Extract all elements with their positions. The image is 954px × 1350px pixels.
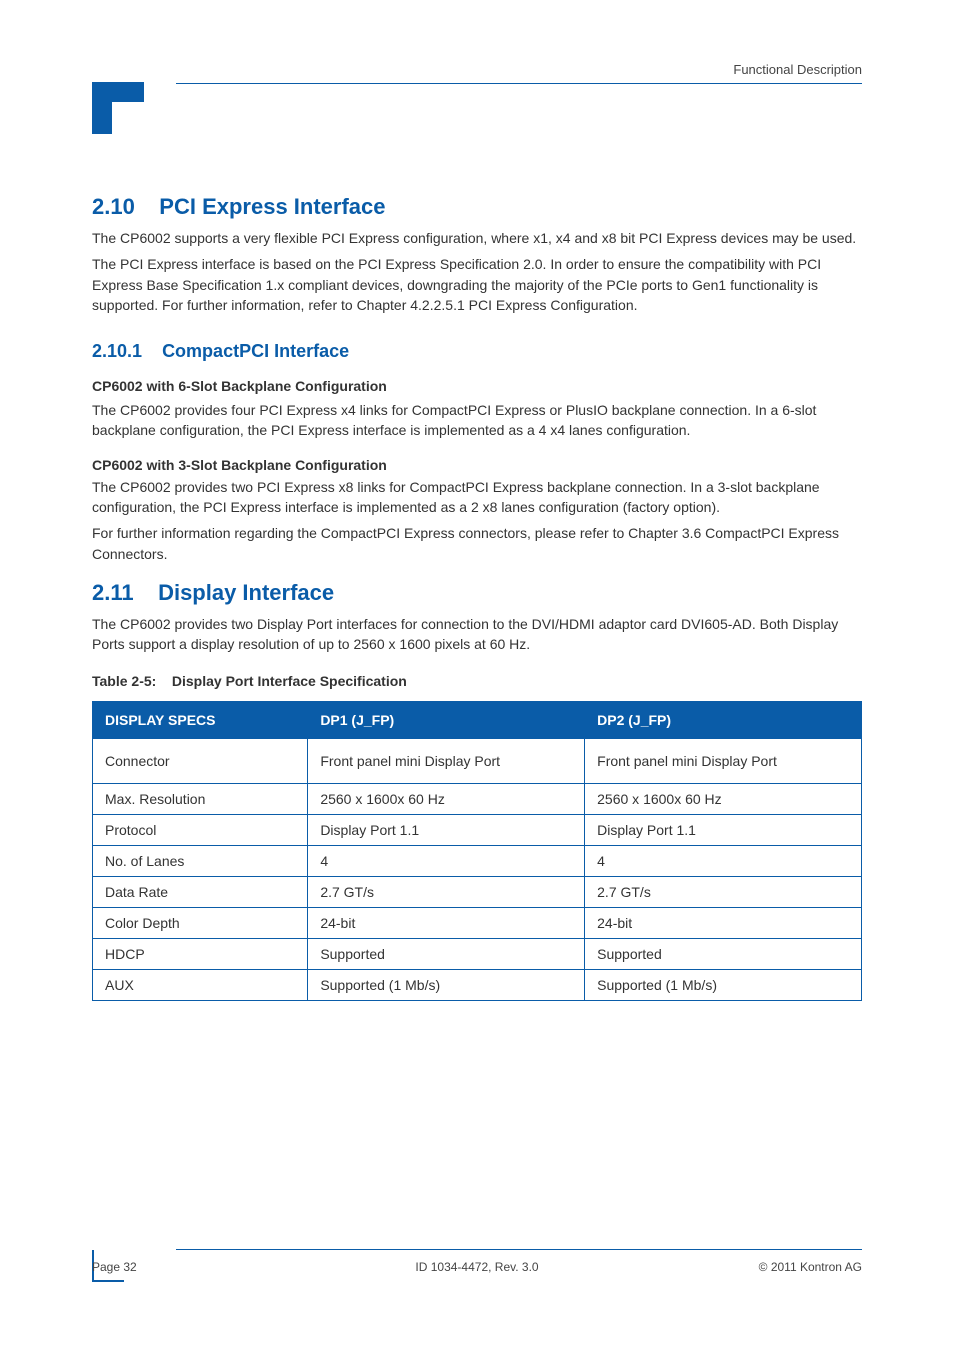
body-text: The CP6002 provides four PCI Express x4 … [92, 400, 862, 441]
section-para: The CP6002 provides two Display Port int… [92, 614, 862, 655]
table-caption-text: Display Port Interface Specification [172, 673, 407, 689]
copyright: © 2011 Kontron AG [759, 1260, 862, 1274]
table-cell: AUX [93, 969, 308, 1000]
section-para: The PCI Express interface is based on th… [92, 254, 862, 315]
table-row: Data Rate2.7 GT/s2.7 GT/s [93, 876, 862, 907]
display-spec-table: DISPLAY SPECSDP1 (J_FP)DP2 (J_FP) Connec… [92, 701, 862, 1001]
config-label: CP6002 with 3-Slot Backplane Configurati… [92, 457, 862, 473]
table-cell: Supported [585, 938, 862, 969]
table-cell: Color Depth [93, 907, 308, 938]
footer-rule [176, 1249, 862, 1250]
table-caption: Table 2-5: Display Port Interface Specif… [92, 673, 862, 689]
table-cell: Supported (1 Mb/s) [585, 969, 862, 1000]
table-cell: Display Port 1.1 [308, 814, 585, 845]
page-content: 2.10 PCI Express Interface The CP6002 su… [92, 180, 862, 1001]
table-cell: Supported (1 Mb/s) [308, 969, 585, 1000]
header-section-label: Functional Description [733, 62, 862, 77]
section-number: 2.11 [92, 580, 134, 605]
table-row: Max. Resolution2560 x 1600x 60 Hz2560 x … [93, 783, 862, 814]
doc-id-rev: ID 1034-4472, Rev. 3.0 [92, 1260, 862, 1274]
table-row: HDCPSupportedSupported [93, 938, 862, 969]
table-cell: Front panel mini Display Port [585, 738, 862, 783]
table-row: ProtocolDisplay Port 1.1Display Port 1.1 [93, 814, 862, 845]
section-title: PCI Express Interface [159, 194, 385, 219]
subsection-title: CompactPCI Interface [162, 341, 349, 361]
table-row: Color Depth24-bit24-bit [93, 907, 862, 938]
table-cell: Data Rate [93, 876, 308, 907]
table-header-row: DISPLAY SPECSDP1 (J_FP)DP2 (J_FP) [93, 701, 862, 738]
table-row: AUXSupported (1 Mb/s)Supported (1 Mb/s) [93, 969, 862, 1000]
table-cell: HDCP [93, 938, 308, 969]
table-cell: Front panel mini Display Port [308, 738, 585, 783]
table-row: No. of Lanes44 [93, 845, 862, 876]
section-title: Display Interface [158, 580, 334, 605]
table-cell: 24-bit [585, 907, 862, 938]
table-cell: 2.7 GT/s [308, 876, 585, 907]
section-heading: 2.11 Display Interface [92, 580, 862, 606]
table-caption-label: Table 2-5: [92, 673, 156, 689]
section-number: 2.10 [92, 194, 135, 219]
section-para: The CP6002 supports a very flexible PCI … [92, 228, 862, 248]
subsection-heading: 2.10.1 CompactPCI Interface [92, 341, 862, 362]
subsection-number: 2.10.1 [92, 341, 142, 361]
table-cell: 4 [585, 845, 862, 876]
table-row: ConnectorFront panel mini Display PortFr… [93, 738, 862, 783]
table-cell: 2560 x 1600x 60 Hz [308, 783, 585, 814]
table-cell: 24-bit [308, 907, 585, 938]
body-text: For further information regarding the Co… [92, 523, 862, 564]
brand-corner-mark [92, 82, 144, 134]
table-cell: Max. Resolution [93, 783, 308, 814]
table-header-cell: DP1 (J_FP) [308, 701, 585, 738]
header-rule [176, 83, 862, 84]
table-header-cell: DP2 (J_FP) [585, 701, 862, 738]
table-cell: 4 [308, 845, 585, 876]
section-heading: 2.10 PCI Express Interface [92, 194, 862, 220]
table-cell: Supported [308, 938, 585, 969]
table-cell: Display Port 1.1 [585, 814, 862, 845]
body-text: The CP6002 provides two PCI Express x8 l… [92, 477, 862, 518]
table-cell: No. of Lanes [93, 845, 308, 876]
table-header-cell: DISPLAY SPECS [93, 701, 308, 738]
table-cell: 2.7 GT/s [585, 876, 862, 907]
table-cell: Protocol [93, 814, 308, 845]
config-label: CP6002 with 6-Slot Backplane Configurati… [92, 378, 862, 394]
table-cell: 2560 x 1600x 60 Hz [585, 783, 862, 814]
table-cell: Connector [93, 738, 308, 783]
